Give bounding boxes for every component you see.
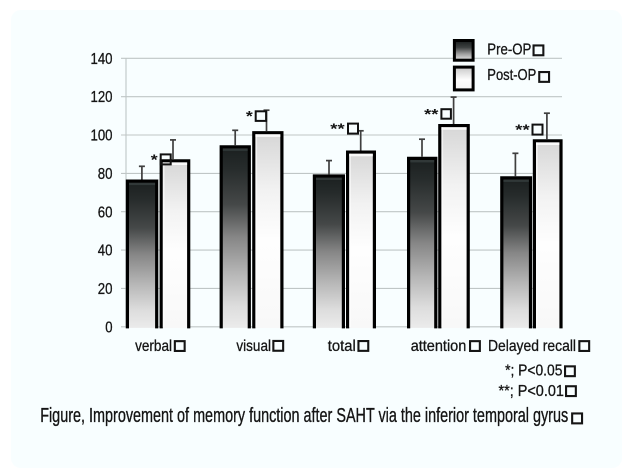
svg-text:visual: visual: [236, 338, 271, 355]
svg-text:Pre-OP: Pre-OP: [487, 41, 531, 58]
svg-text:verbal: verbal: [135, 338, 172, 355]
svg-text:*: *: [246, 109, 253, 125]
svg-text:140: 140: [91, 51, 113, 68]
svg-text:**; P<0.01: **; P<0.01: [499, 383, 564, 400]
svg-text:**: **: [330, 122, 345, 138]
svg-text:attention: attention: [411, 338, 467, 355]
svg-text:Delayed recall: Delayed recall: [488, 338, 576, 355]
svg-text:**: **: [424, 107, 439, 123]
svg-text:100: 100: [91, 128, 113, 145]
svg-text:total: total: [328, 338, 356, 355]
svg-text:20: 20: [98, 281, 113, 298]
svg-text:**: **: [515, 123, 530, 139]
svg-text:*: *: [151, 153, 158, 169]
svg-text:*; P<0.05: *; P<0.05: [505, 362, 562, 379]
svg-text:Figure, Improvement of memory: Figure, Improvement of memory function a…: [40, 405, 568, 427]
svg-text:0: 0: [105, 319, 113, 336]
svg-text:40: 40: [98, 243, 113, 260]
svg-text:60: 60: [98, 204, 113, 221]
svg-text:Post-OP: Post-OP: [487, 67, 536, 84]
svg-text:80: 80: [98, 166, 113, 183]
svg-text:120: 120: [91, 89, 113, 106]
